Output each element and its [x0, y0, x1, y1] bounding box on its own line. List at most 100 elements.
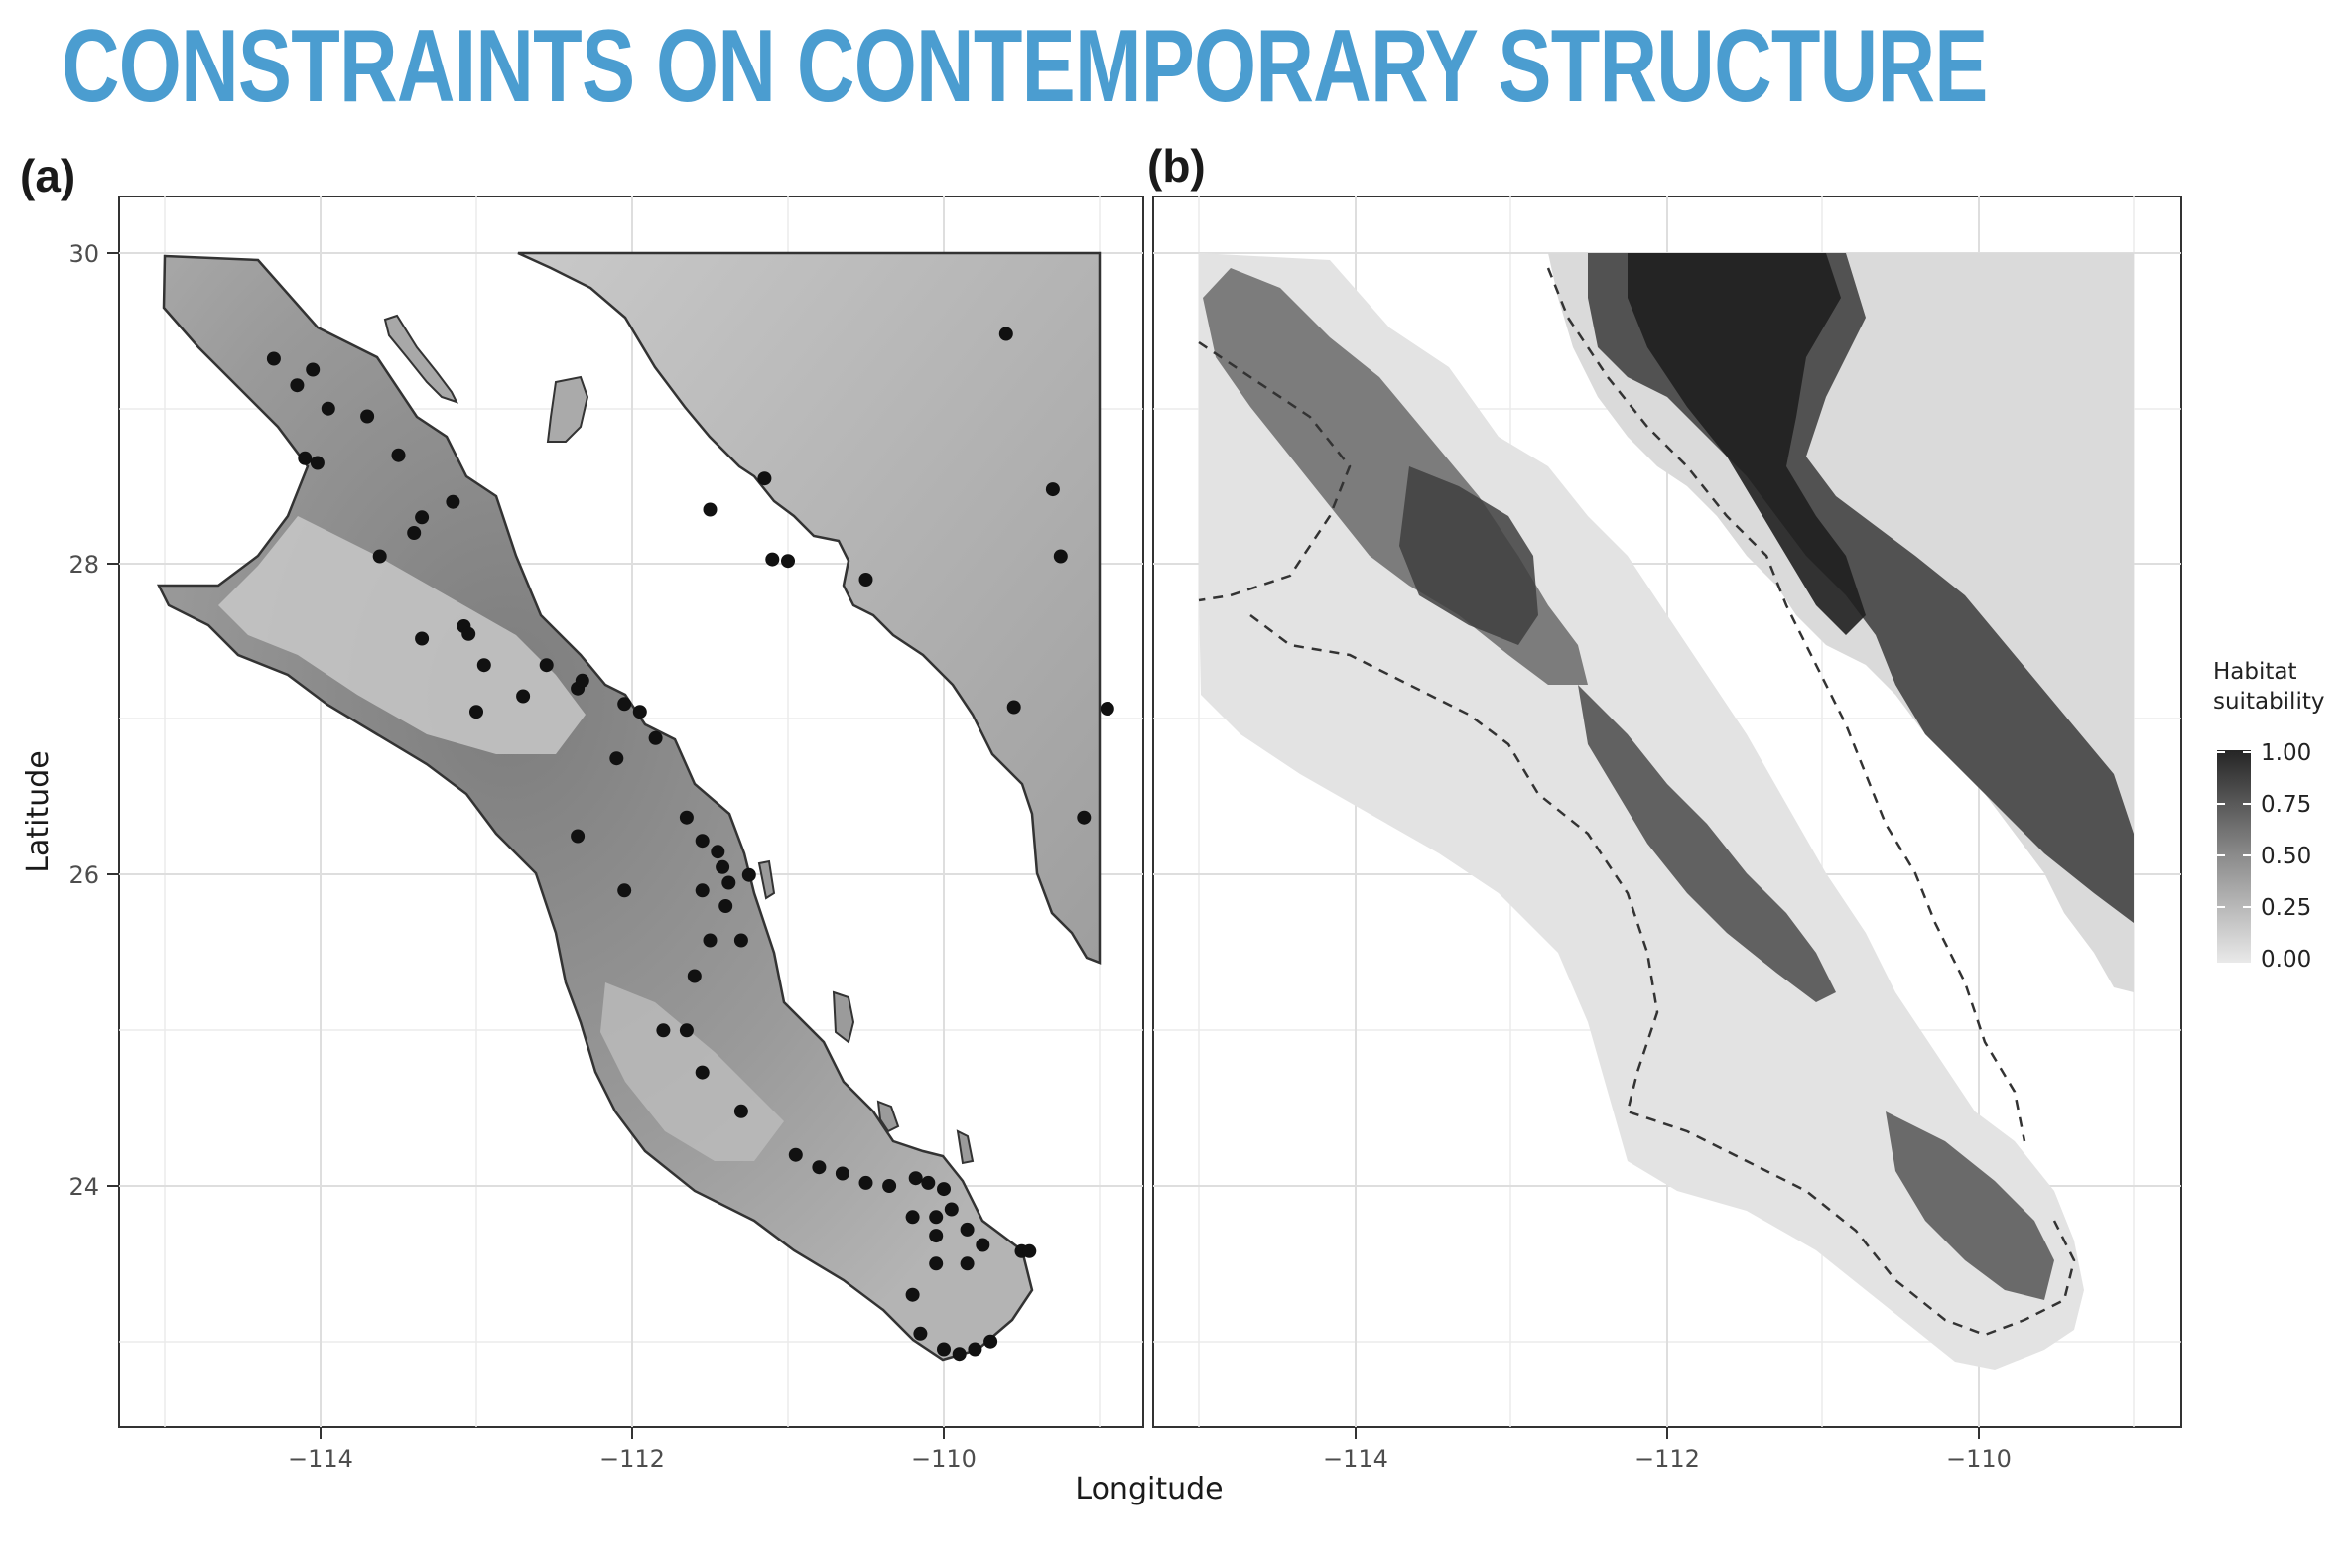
occurrence-point: [632, 705, 647, 719]
legend-label: 1.00: [2261, 740, 2311, 766]
occurrence-point: [461, 626, 476, 641]
x-axis-ticks-b: −114 −112 −110: [1323, 1427, 2012, 1473]
x-tick-label: −110: [911, 1445, 977, 1473]
occurrence-point: [858, 573, 873, 587]
x-tick-label: −114: [1323, 1445, 1388, 1473]
x-tick-label: −110: [1946, 1445, 2012, 1473]
island-carmen: [757, 859, 776, 900]
mainland-mexico: [517, 251, 1102, 965]
island-cerralvo: [956, 1129, 975, 1165]
vizcaino-region: [218, 516, 586, 754]
y-axis-title: Latitude: [21, 750, 56, 872]
occurrence-point: [695, 883, 710, 898]
occurrence-points: [266, 327, 1114, 1362]
panel-label-b: (b): [1147, 140, 1206, 192]
occurrence-point: [617, 883, 632, 898]
legend: Habitat suitability 1.00 0.75 0.50 0.25 …: [2213, 659, 2324, 973]
occurrence-point: [812, 1160, 827, 1175]
occurrence-point: [321, 401, 335, 416]
occurrence-point: [415, 510, 430, 525]
occurrence-point: [929, 1229, 944, 1243]
y-tick-label: 26: [68, 861, 99, 889]
occurrence-point: [575, 673, 589, 688]
occurrence-point: [679, 1023, 694, 1038]
occurrence-point: [944, 1202, 959, 1217]
x-axis-title: Longitude: [1075, 1472, 1223, 1506]
occurrence-point: [835, 1166, 849, 1181]
occurrence-point: [781, 554, 795, 569]
occurrence-point: [721, 875, 736, 890]
occurrence-point: [290, 378, 305, 393]
occurrence-point: [407, 526, 422, 540]
occurrence-point: [788, 1147, 803, 1162]
occurrence-point: [469, 705, 483, 719]
occurrence-point: [858, 1175, 873, 1190]
occurrence-point: [905, 1210, 920, 1225]
y-tick-label: 28: [68, 551, 99, 579]
occurrence-point: [372, 549, 387, 564]
x-tick-label: −112: [1634, 1445, 1700, 1473]
occurrence-point: [716, 859, 730, 874]
occurrence-point: [446, 494, 460, 509]
occurrence-point: [695, 834, 710, 849]
occurrence-point: [741, 867, 756, 882]
occurrence-point: [711, 845, 725, 859]
y-tick-label: 30: [68, 240, 99, 268]
occurrence-point: [960, 1256, 975, 1271]
occurrence-point: [733, 1104, 748, 1118]
occurrence-point: [882, 1179, 897, 1193]
occurrence-point: [679, 810, 694, 825]
panel-label-a: (a): [20, 150, 76, 201]
occurrence-point: [952, 1347, 967, 1362]
mainland-darkest: [1628, 253, 1866, 635]
occurrence-point: [516, 689, 531, 704]
island-tiburon: [546, 375, 589, 443]
occurrence-point: [703, 502, 718, 517]
occurrence-point: [1045, 482, 1060, 497]
high-suitability-sierra: [1399, 466, 1538, 645]
occurrence-point: [960, 1222, 975, 1237]
legend-label: 0.00: [2261, 947, 2311, 973]
occurrence-point: [266, 351, 281, 366]
occurrence-point: [733, 933, 748, 948]
high-suitability-south: [1886, 1111, 2054, 1300]
occurrence-point: [983, 1334, 998, 1349]
legend-label: 0.25: [2261, 895, 2311, 921]
occurrence-point: [1100, 702, 1114, 716]
x-tick-label: −114: [288, 1445, 353, 1473]
occurrence-point: [1006, 700, 1021, 715]
occurrence-point: [687, 969, 702, 983]
high-suitability-central: [1578, 685, 1836, 1002]
occurrence-point: [298, 451, 313, 465]
x-axis-ticks-a: −114 −112 −110: [288, 1427, 977, 1473]
occurrence-point: [998, 327, 1013, 341]
island-espiritu-santo: [876, 1100, 900, 1133]
occurrence-point: [617, 697, 632, 712]
occurrence-point: [695, 1065, 710, 1080]
occurrence-point: [968, 1342, 982, 1357]
occurrence-point: [913, 1326, 928, 1341]
legend-label: 0.50: [2261, 844, 2311, 869]
occurrence-point: [306, 362, 321, 377]
occurrence-point: [648, 730, 663, 745]
y-tick-label: 24: [68, 1173, 99, 1201]
occurrence-point: [757, 471, 772, 486]
occurrence-point: [908, 1171, 923, 1186]
occurrence-point: [929, 1256, 944, 1271]
occurrence-point: [937, 1182, 951, 1197]
occurrence-point: [937, 1342, 951, 1357]
occurrence-point: [976, 1238, 990, 1252]
panel-b-map: [1198, 253, 2134, 1370]
occurrence-point: [1022, 1243, 1037, 1258]
occurrence-point: [1053, 549, 1068, 564]
occurrence-point: [310, 456, 325, 470]
occurrence-point: [765, 552, 780, 567]
occurrence-point: [609, 751, 624, 766]
island-san-jose: [832, 990, 855, 1044]
legend-title-line1: Habitat: [2213, 659, 2297, 685]
occurrence-point: [929, 1210, 944, 1225]
occurrence-point: [905, 1287, 920, 1302]
occurrence-point: [703, 933, 718, 948]
occurrence-point: [539, 658, 554, 673]
